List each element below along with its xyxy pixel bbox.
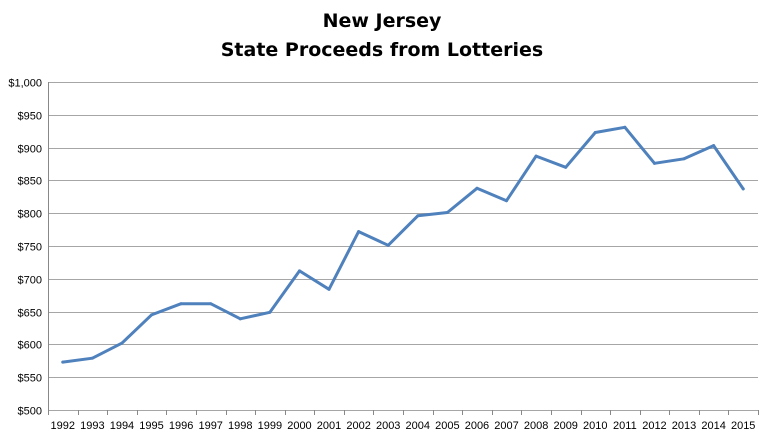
y-tick-label: $550 bbox=[18, 373, 42, 385]
data-point bbox=[327, 287, 331, 291]
y-tick-label: $500 bbox=[18, 406, 42, 418]
data-point bbox=[445, 211, 449, 215]
x-tick-label: 2012 bbox=[642, 420, 666, 432]
data-point bbox=[652, 161, 656, 165]
x-tick-label: 2006 bbox=[465, 420, 489, 432]
x-tick-label: 2015 bbox=[731, 420, 755, 432]
data-point bbox=[534, 154, 538, 158]
x-tick-label: 1993 bbox=[80, 420, 104, 432]
data-point bbox=[593, 131, 597, 135]
x-tick-label: 1992 bbox=[51, 420, 75, 432]
y-tick-label: $900 bbox=[18, 144, 42, 156]
x-tick-label: 2014 bbox=[701, 420, 725, 432]
x-tick-label: 2011 bbox=[613, 420, 637, 432]
y-tick-label: $600 bbox=[18, 340, 42, 352]
data-point bbox=[505, 199, 509, 203]
x-tick-label: 1995 bbox=[139, 420, 163, 432]
data-point bbox=[150, 313, 154, 317]
x-tick-label: 1999 bbox=[258, 420, 282, 432]
y-tick-label: $800 bbox=[18, 209, 42, 221]
chart-title: New Jersey bbox=[323, 10, 442, 32]
data-point bbox=[120, 341, 124, 345]
x-tick-label: 2010 bbox=[583, 420, 607, 432]
series-line bbox=[61, 125, 745, 364]
data-point bbox=[238, 317, 242, 321]
data-point bbox=[61, 360, 65, 364]
x-tick-label: 2007 bbox=[494, 420, 518, 432]
data-point bbox=[475, 186, 479, 190]
data-point bbox=[682, 157, 686, 161]
data-point bbox=[386, 243, 390, 247]
data-point bbox=[564, 165, 568, 169]
y-tick-label: $1,000 bbox=[8, 78, 42, 90]
data-point bbox=[741, 187, 745, 191]
data-point bbox=[179, 302, 183, 306]
x-tick-label: 1994 bbox=[110, 420, 134, 432]
data-point bbox=[712, 144, 716, 148]
x-tick-label: 2001 bbox=[317, 420, 341, 432]
x-tick-label: 1998 bbox=[228, 420, 252, 432]
gridlines bbox=[48, 82, 758, 411]
y-axis-ticks: $500 $550 $600 $650 $700 $750 $800 $850 $900 $950… bbox=[8, 78, 42, 418]
x-tick-label: 2003 bbox=[376, 420, 400, 432]
x-tick-label: 1996 bbox=[169, 420, 193, 432]
series-layer bbox=[61, 125, 745, 364]
data-point bbox=[268, 310, 272, 314]
y-tick-label: $850 bbox=[18, 176, 42, 188]
x-tick-label: 2004 bbox=[406, 420, 430, 432]
data-point bbox=[416, 214, 420, 218]
x-tick-label: 2008 bbox=[524, 420, 548, 432]
x-tick-label: 2002 bbox=[346, 420, 370, 432]
y-tick-label: $700 bbox=[18, 275, 42, 287]
data-point bbox=[357, 230, 361, 234]
y-tick-label: $950 bbox=[18, 111, 42, 123]
x-tick-label: 1997 bbox=[198, 420, 222, 432]
x-tick-label: 2009 bbox=[553, 420, 577, 432]
y-tick-label: $650 bbox=[18, 308, 42, 320]
x-axis-ticks: 1992 1993 1994 1995 1996 1997 1998 1999 2000 2001… bbox=[48, 410, 759, 432]
chart-subtitle: State Proceeds from Lotteries bbox=[221, 39, 543, 61]
data-point bbox=[209, 302, 213, 306]
y-tick-label: $750 bbox=[18, 242, 42, 254]
data-point bbox=[90, 356, 94, 360]
x-tick-label: 2005 bbox=[435, 420, 459, 432]
x-tick-label: 2013 bbox=[672, 420, 696, 432]
data-point bbox=[623, 125, 627, 129]
data-point bbox=[297, 269, 301, 273]
x-tick-label: 2000 bbox=[287, 420, 311, 432]
